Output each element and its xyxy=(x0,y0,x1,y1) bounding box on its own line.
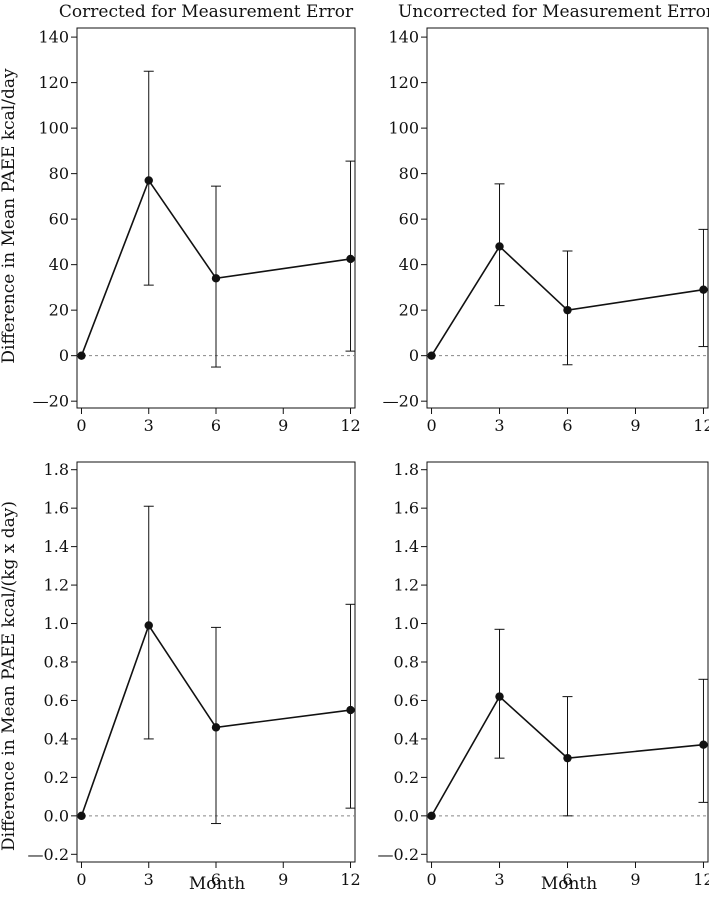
x-tick-label: 12 xyxy=(693,870,709,889)
y-axis-title-kcal-day: Difference in Mean PAEE kcal/day xyxy=(0,68,19,364)
y-tick-label: 0.2 xyxy=(44,768,69,787)
y-tick-label: 0 xyxy=(59,346,69,365)
x-tick-label: 6 xyxy=(562,870,572,889)
y-tick-label: 1.2 xyxy=(394,576,419,595)
x-tick-label: 3 xyxy=(494,416,504,435)
y-tick-label: —20 xyxy=(383,392,419,411)
panel-top-left: —20 0 20 40 60 80 100 120 140 0 3 6 9 12 xyxy=(33,27,361,435)
y-tick-label: 60 xyxy=(399,210,419,229)
x-tick-label: 0 xyxy=(426,870,436,889)
y-tick-label: 80 xyxy=(399,164,419,183)
panel-top-right: —20 0 20 40 60 80 100 120 140 0 3 6 9 12 xyxy=(383,27,709,435)
x-axis-title-right: Month xyxy=(541,874,597,894)
x-tick-label: 6 xyxy=(211,870,221,889)
x-tick-label: 3 xyxy=(144,870,154,889)
data-point xyxy=(346,254,355,264)
data-point xyxy=(77,811,86,821)
y-tick-label: 0.0 xyxy=(394,806,419,825)
x-tick-label: 9 xyxy=(278,870,288,889)
y-tick-label: 40 xyxy=(49,255,69,274)
y-tick-label: 140 xyxy=(388,28,419,47)
y-tick-label: 1.6 xyxy=(394,499,419,518)
panel-bottom-left: —0.2 0.0 0.2 0.4 0.6 0.8 1.0 1.2 1.4 1.6 1.8 0 3 6 9 12 xyxy=(28,460,361,889)
y-tick-label: 0.8 xyxy=(394,653,419,672)
x-tick-label: 0 xyxy=(76,416,86,435)
y-tick-label: 140 xyxy=(38,28,69,47)
y-tick-label: 0.6 xyxy=(44,691,69,710)
series-line xyxy=(430,695,704,817)
series-line xyxy=(80,178,351,356)
x-tick-label: 12 xyxy=(693,416,709,435)
y-tick-label: 0.4 xyxy=(44,729,69,748)
x-tick-label: 3 xyxy=(144,416,154,435)
y-tick-label: 1.8 xyxy=(44,460,69,479)
x-tick-label: 0 xyxy=(76,870,86,889)
data-point xyxy=(211,723,221,732)
x-tick-label: 9 xyxy=(630,870,640,889)
y-tick-label: 100 xyxy=(38,119,69,138)
panel-bottom-right: —0.2 0.0 0.2 0.4 0.6 0.8 1.0 1.2 1.4 1.6 1.8 0 3 6 9 12 xyxy=(378,460,709,889)
y-tick-label: 20 xyxy=(49,301,69,320)
column-title-corrected: Corrected for Measurement Error xyxy=(59,2,354,22)
y-tick-label: —20 xyxy=(33,392,69,411)
y-tick-label: 0.6 xyxy=(394,691,419,710)
y-tick-label: —0.2 xyxy=(378,845,419,864)
column-title-uncorrected: Uncorrected for Measurement Error xyxy=(398,2,709,22)
y-tick-label: 0.2 xyxy=(394,768,419,787)
data-point xyxy=(346,705,355,715)
y-tick-label: 120 xyxy=(388,73,419,92)
y-tick-label: 20 xyxy=(399,301,419,320)
y-tick-label: 0.0 xyxy=(44,806,69,825)
series-line xyxy=(430,245,704,357)
y-tick-label: 1.4 xyxy=(394,537,419,556)
y-tick-label: 1.0 xyxy=(394,614,419,633)
y-tick-label: 0.8 xyxy=(44,653,69,672)
data-point xyxy=(77,351,86,360)
data-point xyxy=(427,811,436,821)
y-tick-label: 60 xyxy=(49,210,69,229)
y-tick-label: 80 xyxy=(49,164,69,183)
y-tick-label: 1.2 xyxy=(44,576,69,595)
y-tick-label: 1.0 xyxy=(44,614,69,633)
data-point xyxy=(563,305,572,315)
y-tick-label: 120 xyxy=(38,73,69,92)
data-point xyxy=(427,351,436,360)
x-tick-label: 0 xyxy=(426,416,436,435)
data-point xyxy=(144,176,153,185)
data-point xyxy=(699,285,708,294)
data-point xyxy=(211,274,221,283)
x-axis-title-left: Month xyxy=(189,874,245,894)
series-line xyxy=(80,623,351,817)
data-point xyxy=(144,621,153,630)
x-tick-label: 12 xyxy=(340,870,360,889)
data-point xyxy=(495,242,504,251)
y-tick-label: 100 xyxy=(388,119,419,138)
y-tick-label: 1.6 xyxy=(44,499,69,518)
x-tick-label: 3 xyxy=(494,870,504,889)
x-tick-label: 12 xyxy=(340,416,360,435)
x-tick-label: 6 xyxy=(211,416,221,435)
y-tick-label: 40 xyxy=(399,255,419,274)
y-tick-label: 1.4 xyxy=(44,537,69,556)
y-tick-label: —0.2 xyxy=(28,845,69,864)
x-tick-label: 9 xyxy=(630,416,640,435)
x-tick-label: 9 xyxy=(278,416,288,435)
data-point xyxy=(699,740,708,749)
y-tick-label: 1.8 xyxy=(394,460,419,479)
y-axis-title-kcal-kg-day: Difference in Mean PAEE kcal/(kg x day) xyxy=(0,501,19,851)
y-tick-label: 0.4 xyxy=(394,729,419,748)
y-tick-label: 0 xyxy=(409,346,419,365)
x-tick-label: 6 xyxy=(562,416,572,435)
data-point xyxy=(495,692,504,701)
data-point xyxy=(563,753,572,763)
